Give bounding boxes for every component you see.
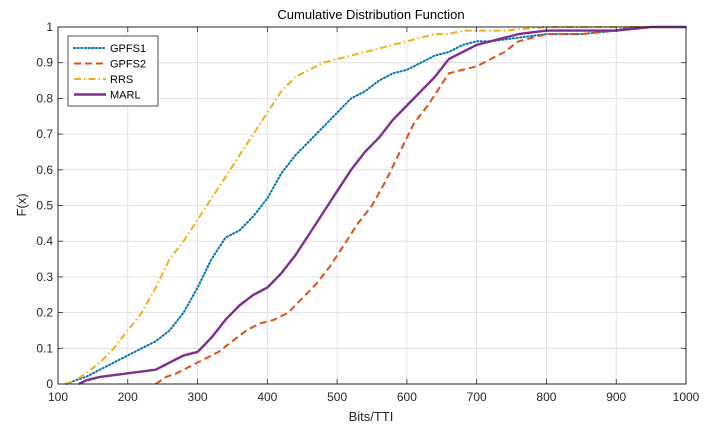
x-tick-label: 400: [257, 390, 277, 404]
x-tick-label: 200: [118, 390, 138, 404]
y-axis-label: F(x): [14, 193, 29, 216]
x-tick-label: 300: [188, 390, 208, 404]
x-tick-label: 900: [606, 390, 626, 404]
series-line-rrs: [64, 26, 686, 385]
series-line-marl: [78, 25, 686, 386]
legend: GPFS1 GPFS2 RRS MARL: [67, 35, 159, 107]
y-tick-label: 0.3: [36, 270, 53, 284]
x-axis-label: Bits/TTI: [349, 409, 394, 424]
y-tick-label: 0.1: [36, 341, 53, 355]
x-tick-label: 500: [327, 390, 347, 404]
y-tick-label: 0.6: [36, 163, 53, 177]
legend-label-rrs: RRS: [110, 74, 133, 86]
axis-ticks: 100 200 300 400 500 600 700 800 900 1000 0 0.1 0.2 0.…: [36, 20, 699, 404]
y-tick-label: 0: [46, 377, 53, 391]
legend-label-gpfs1: GPFS1: [110, 43, 146, 55]
series-line-gpfs2: [155, 26, 686, 385]
x-tick-label: 800: [536, 390, 556, 404]
chart-title: Cumulative Distribution Function: [277, 7, 464, 22]
y-tick-label: 0.2: [36, 306, 53, 320]
y-tick-label: 0.8: [36, 91, 53, 105]
series-group: [64, 25, 687, 386]
y-tick-label: 0.4: [36, 234, 53, 248]
x-tick-label: 1000: [673, 390, 700, 404]
legend-label-marl: MARL: [110, 90, 141, 102]
legend-label-gpfs2: GPFS2: [110, 59, 146, 71]
x-tick-label: 700: [467, 390, 487, 404]
x-tick-label: 600: [397, 390, 417, 404]
y-tick-label: 0.7: [36, 127, 53, 141]
x-tick-label: 100: [48, 390, 68, 404]
y-tick-label: 0.5: [36, 199, 53, 213]
y-tick-label: 1: [46, 20, 53, 34]
y-tick-label: 0.9: [36, 56, 53, 70]
